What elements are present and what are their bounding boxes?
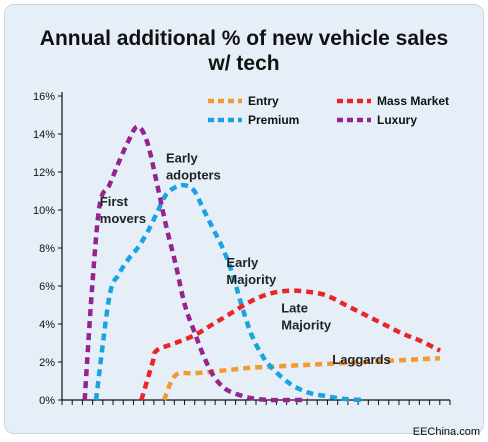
- y-tick-label: 0%: [39, 395, 55, 407]
- chart-title-line-2: w/ tech: [208, 52, 280, 75]
- y-tick-label: 10%: [33, 205, 55, 217]
- annotation-line: Majority: [226, 272, 277, 287]
- legend-label: Premium: [248, 113, 299, 127]
- series-line-mass-market: [139, 288, 442, 401]
- y-tick-label: 4%: [39, 319, 55, 331]
- y-tick-label: 6%: [39, 281, 55, 293]
- series-line-entry: [161, 355, 441, 401]
- annotation-line: Early: [166, 151, 199, 166]
- y-tick-label: 16%: [33, 91, 55, 103]
- annotation-line: First: [100, 194, 129, 209]
- legend-label: Entry: [248, 94, 279, 108]
- y-tick-label: 12%: [33, 167, 55, 179]
- annotation-line: Early: [226, 255, 259, 270]
- y-tick-label: 14%: [33, 129, 55, 141]
- annotation-line: Majority: [281, 318, 332, 333]
- legend-label: Mass Market: [377, 94, 449, 108]
- annotation-line: Laggards: [332, 352, 391, 367]
- legend-label: Luxury: [377, 113, 417, 127]
- annotation-line: movers: [100, 211, 146, 226]
- annotation-line: adopters: [166, 168, 221, 183]
- y-tick-label: 8%: [39, 243, 55, 255]
- chart-frame: [4, 4, 484, 434]
- annotation: Late Majority: [281, 301, 332, 333]
- source-credit: EEChina.com: [412, 426, 480, 438]
- chart-title-line-1: Annual additional % of new vehicle sales: [39, 27, 449, 50]
- annotation: Early adopters: [166, 151, 221, 183]
- annotation-line: Late: [281, 301, 308, 316]
- annotation: Laggards: [332, 352, 391, 367]
- y-tick-label: 2%: [39, 357, 55, 369]
- series-line-luxury: [82, 124, 308, 403]
- series-line-premium: [93, 182, 365, 403]
- chart-title: Annual additional % of new vehicle sales…: [0, 26, 488, 76]
- annotation: First movers: [100, 194, 146, 226]
- annotation: Early Majority: [226, 255, 277, 287]
